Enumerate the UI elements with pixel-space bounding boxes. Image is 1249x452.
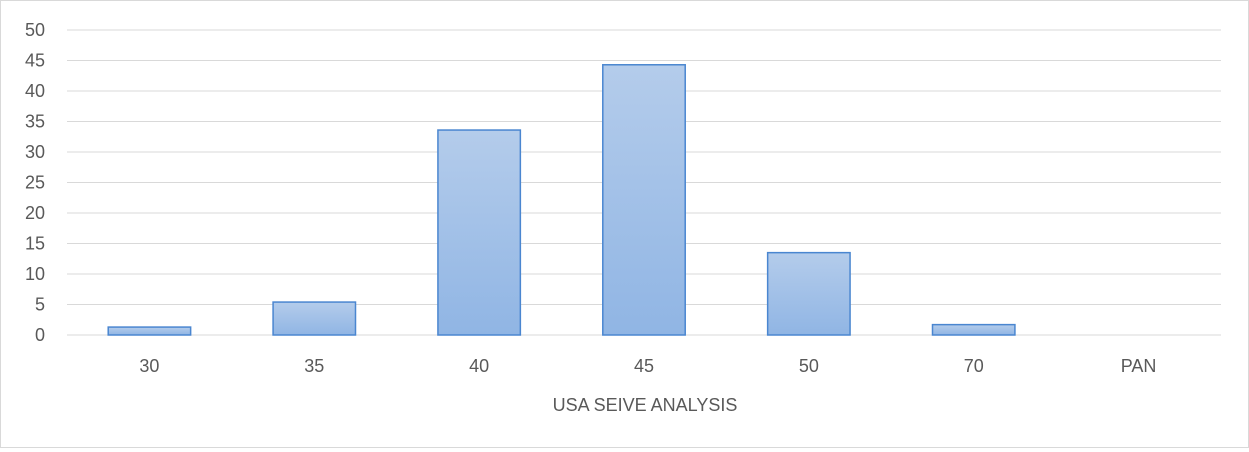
bar-45 xyxy=(602,64,686,336)
x-tick-label: 30 xyxy=(139,356,159,376)
x-axis-title: USA SEIVE ANALYSIS xyxy=(553,395,738,415)
y-tick-label: 35 xyxy=(25,112,45,132)
x-tick-label: 70 xyxy=(964,356,984,376)
x-tick-label: 40 xyxy=(469,356,489,376)
bar-30 xyxy=(107,326,192,336)
x-tick-label: 45 xyxy=(634,356,654,376)
y-tick-label: 15 xyxy=(25,234,45,254)
x-axis-tick-labels: 30 35 40 45 50 70 PAN xyxy=(139,356,1156,376)
x-tick-label: 50 xyxy=(799,356,819,376)
bar-70 xyxy=(931,323,1016,336)
bar-35 xyxy=(272,301,357,336)
y-tick-label: 40 xyxy=(25,81,45,101)
y-tick-label: 5 xyxy=(35,295,45,315)
y-tick-label: 45 xyxy=(25,51,45,71)
x-tick-label: PAN xyxy=(1121,356,1157,376)
y-tick-label: 0 xyxy=(35,325,45,345)
y-tick-label: 50 xyxy=(25,20,45,40)
x-tick-label: 35 xyxy=(304,356,324,376)
y-axis-tick-labels: 0 5 10 15 20 25 30 35 40 45 50 xyxy=(25,20,45,345)
bars xyxy=(107,64,1016,336)
y-tick-label: 25 xyxy=(25,173,45,193)
bar-40 xyxy=(437,129,522,336)
y-tick-label: 20 xyxy=(25,203,45,223)
y-tick-label: 30 xyxy=(25,142,45,162)
y-tick-label: 10 xyxy=(25,264,45,284)
bar-50 xyxy=(766,251,851,336)
